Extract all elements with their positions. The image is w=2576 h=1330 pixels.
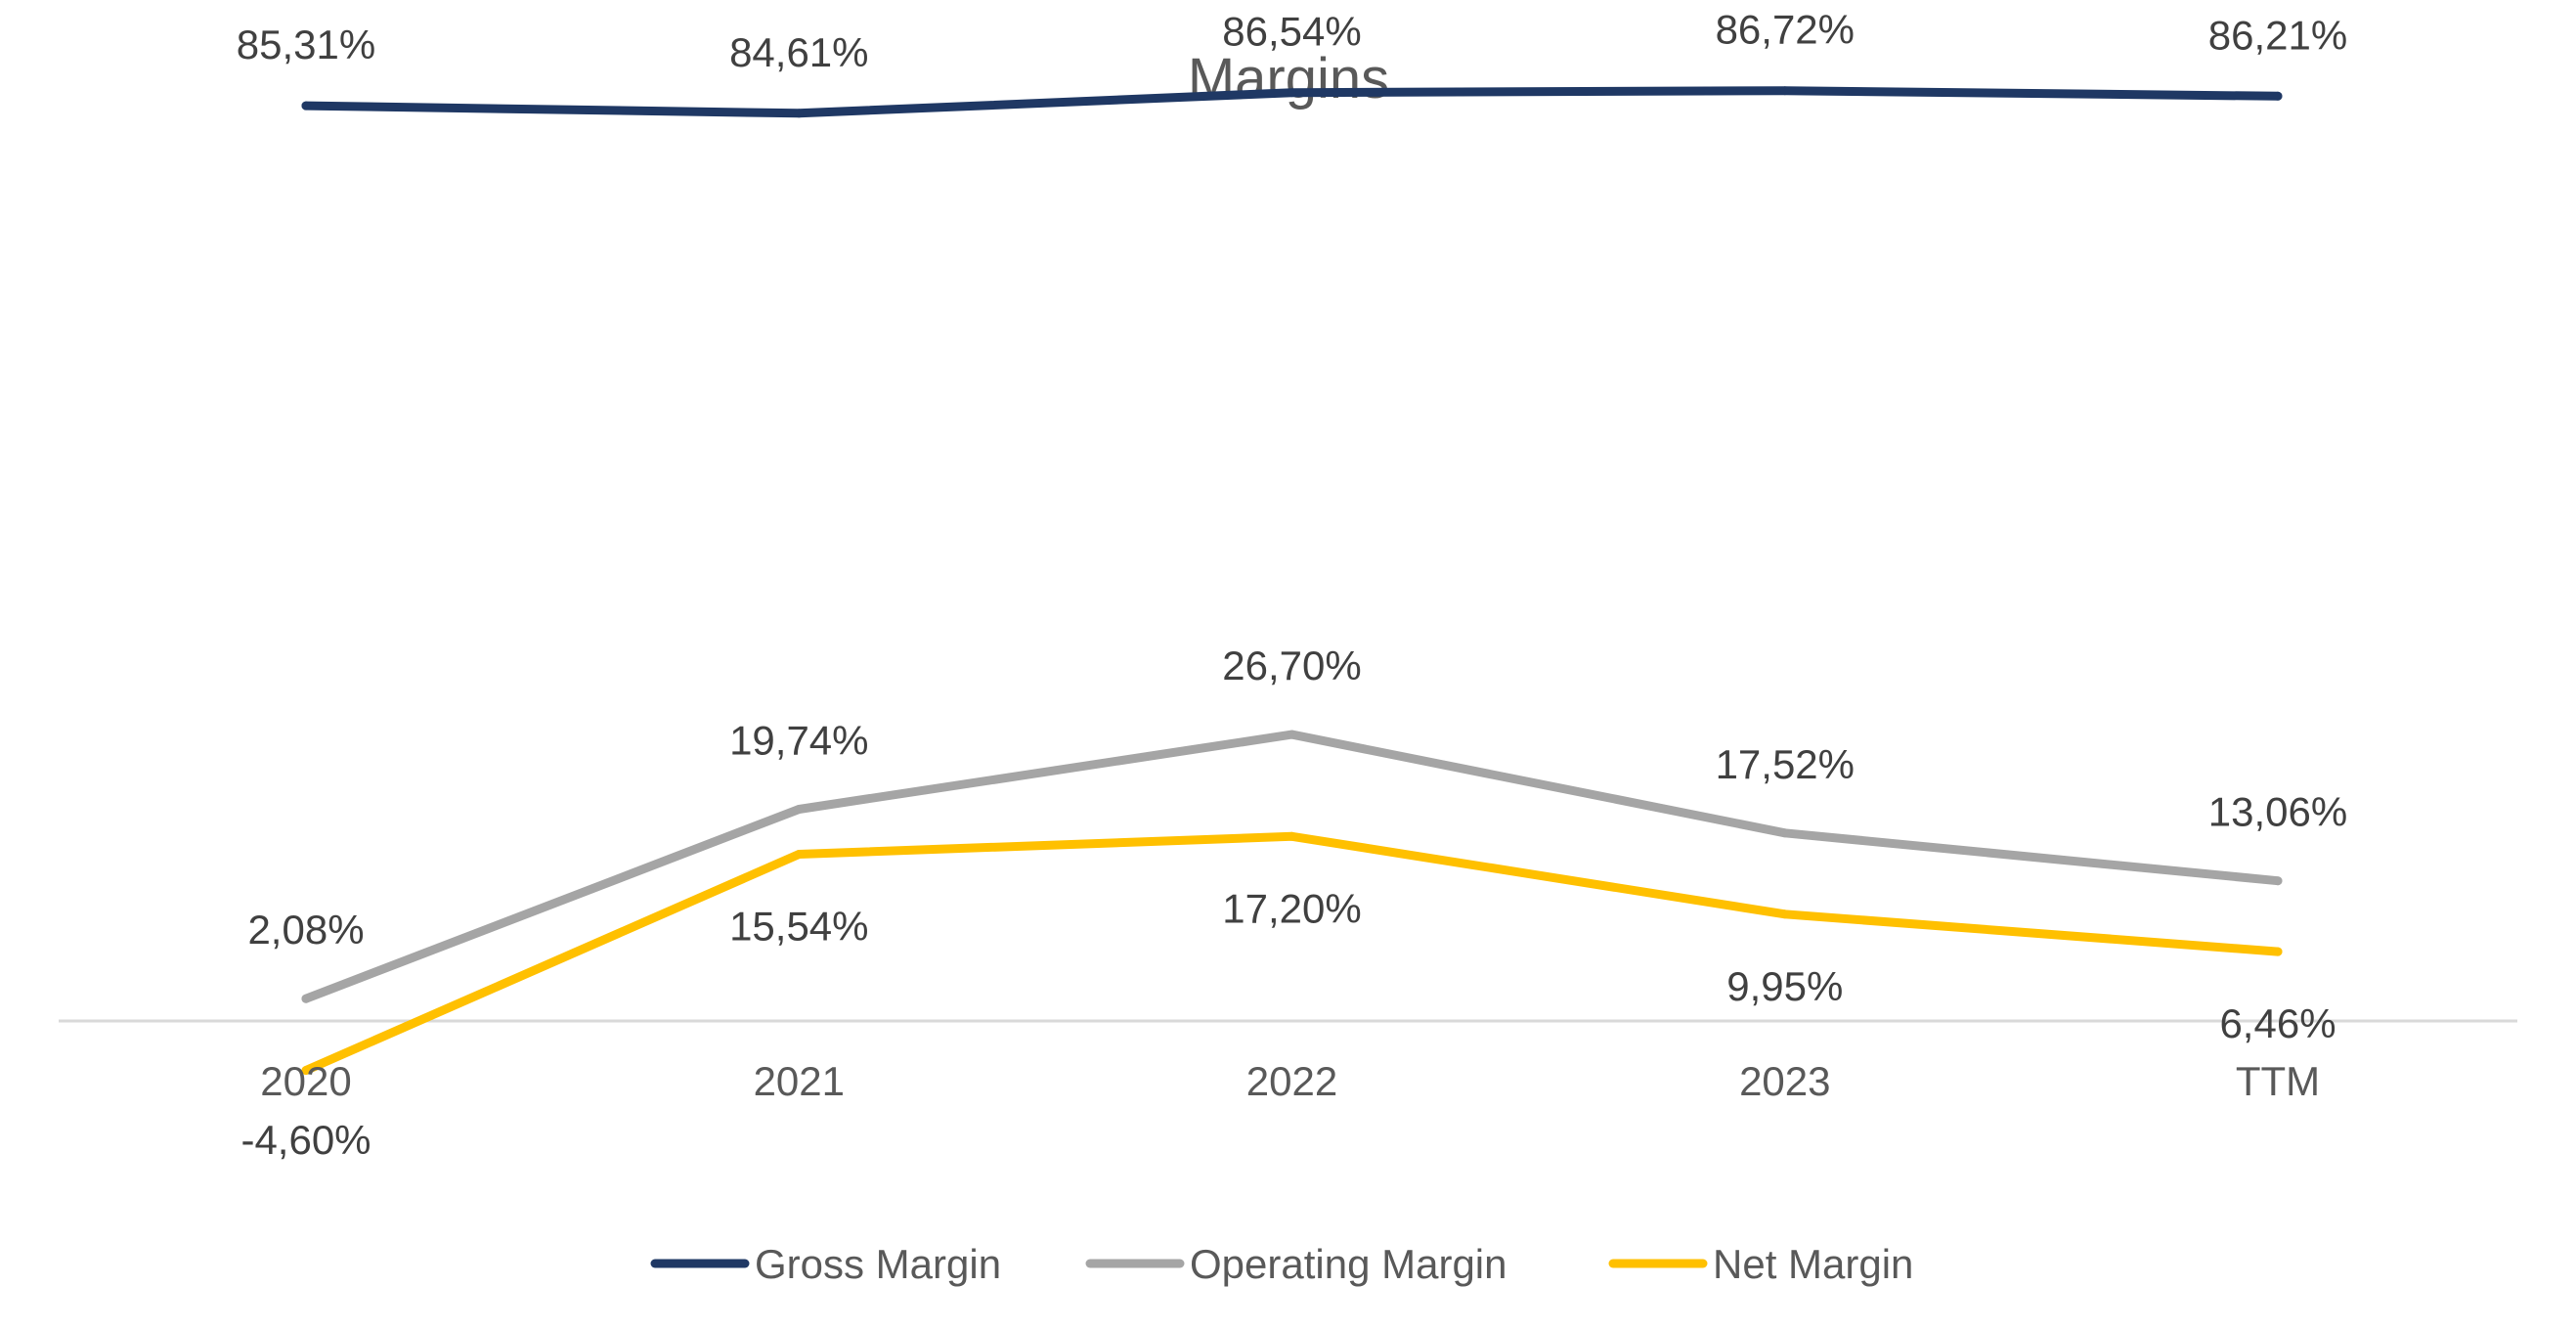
x-tick-label-2022: 2022 [1246,1058,1337,1104]
data-label-operating-margin-ttm: 13,06% [2208,789,2347,835]
data-label-net-margin-ttm: 6,46% [2219,1000,2336,1046]
data-point-net-margin-ttm [2273,947,2283,956]
x-axis-ticks: 2020 2021 2022 2023 TTM [260,1058,2320,1104]
legend-label-net-margin: Net Margin [1713,1241,1913,1287]
x-tick-label-2021: 2021 [754,1058,845,1104]
data-point-operating-margin-2023 [1780,828,1790,838]
data-label-net-margin-2022: 17,20% [1222,885,1361,931]
data-point-net-margin-2020 [301,1066,311,1075]
data-point-gross-margin-2023 [1780,86,1790,96]
data-point-gross-margin-2020 [301,101,311,111]
legend: Gross Margin Operating Margin Net Margin [650,1241,1913,1287]
data-point-gross-margin-2021 [794,109,804,118]
data-label-gross-margin-2022: 86,54% [1222,9,1361,55]
x-tick-label-2023: 2023 [1739,1058,1830,1104]
x-tick-label-ttm: TTM [2236,1058,2320,1104]
series-line-net-margin [301,831,2283,1075]
data-point-net-margin-2023 [1780,909,1790,919]
data-label-gross-margin-ttm: 86,21% [2208,12,2347,58]
data-label-gross-margin-2023: 86,72% [1716,7,1855,53]
data-point-gross-margin-ttm [2273,91,2283,101]
data-label-net-margin-2021: 15,54% [729,904,868,950]
series-line-operating-margin [301,730,2283,1003]
data-label-operating-margin-2023: 17,52% [1716,741,1855,787]
data-label-operating-margin-2022: 26,70% [1222,643,1361,688]
data-label-operating-margin-2021: 19,74% [729,718,868,764]
data-label-gross-margin-2020: 85,31% [237,22,375,67]
legend-label-operating-margin: Operating Margin [1190,1241,1507,1287]
series-layer [301,86,2283,1075]
data-label-net-margin-2020: -4,60% [240,1117,371,1163]
data-point-operating-margin-2021 [794,805,804,814]
data-point-gross-margin-2022 [1288,88,1296,98]
data-point-operating-margin-ttm [2273,876,2283,886]
legend-label-gross-margin: Gross Margin [755,1241,1001,1287]
x-tick-label-2020: 2020 [260,1058,351,1104]
data-label-gross-margin-2021: 84,61% [729,29,868,75]
data-point-net-margin-2021 [794,850,804,859]
data-label-operating-margin-2020: 2,08% [247,907,364,953]
data-label-net-margin-2023: 9,95% [1726,963,1843,1009]
data-point-operating-margin-2022 [1288,730,1296,739]
data-point-operating-margin-2020 [301,994,311,1003]
chart-title: Margins [1188,47,1389,111]
data-labels: 85,31% 84,61% 86,54% 86,72% 86,21% 2,08% 19,74… [237,7,2347,1163]
data-point-net-margin-2022 [1288,831,1296,841]
